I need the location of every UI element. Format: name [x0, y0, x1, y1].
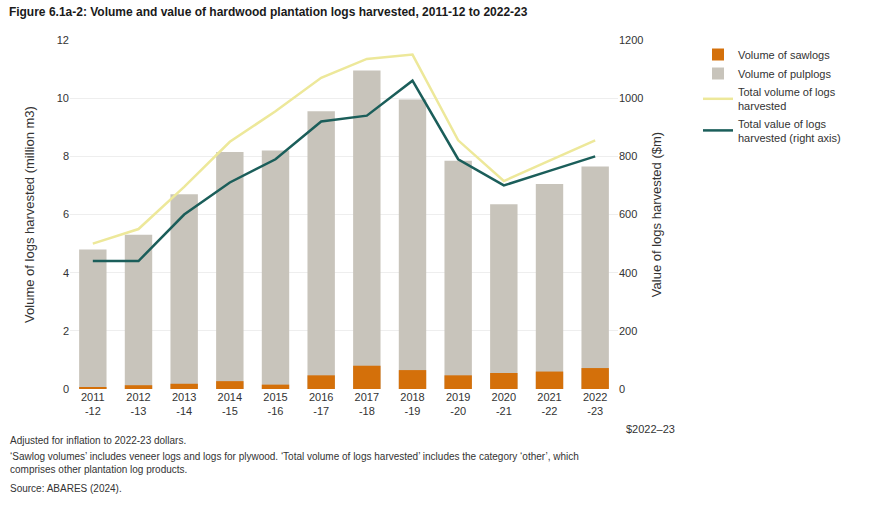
svg-text:Volume of pulplogs: Volume of pulplogs [738, 68, 831, 80]
svg-text:2020-21: 2020-21 [492, 391, 516, 417]
svg-text:Total volume of logsharvested: Total volume of logsharvested [738, 86, 836, 112]
svg-text:2014-15: 2014-15 [218, 391, 242, 417]
svg-text:10: 10 [57, 92, 69, 104]
svg-text:‘Sawlog volumes’ includes vene: ‘Sawlog volumes’ includes veneer logs an… [10, 451, 579, 475]
svg-text:2012-13: 2012-13 [126, 391, 150, 417]
svg-text:2016-17: 2016-17 [309, 391, 333, 417]
svg-text:0: 0 [619, 383, 625, 395]
svg-text:2017-18: 2017-18 [355, 391, 379, 417]
svg-text:600: 600 [619, 208, 637, 220]
svg-text:2021-22: 2021-22 [537, 391, 561, 417]
svg-text:Adjusted for inflation to 2022: Adjusted for inflation to 2022-23 dollar… [10, 435, 186, 446]
svg-text:2019-20: 2019-20 [446, 391, 470, 417]
svg-text:2018-19: 2018-19 [400, 391, 424, 417]
svg-text:2: 2 [63, 325, 69, 337]
svg-text:12: 12 [57, 34, 69, 46]
svg-text:0: 0 [63, 383, 69, 395]
svg-text:Volume of sawlogs: Volume of sawlogs [738, 49, 830, 61]
svg-text:Value of logs harvested ($m): Value of logs harvested ($m) [649, 132, 664, 297]
svg-text:Volume of logs harvested (mill: Volume of logs harvested (million m3) [22, 106, 37, 323]
svg-text:1000: 1000 [619, 92, 643, 104]
svg-text:Total value of logsharvested (: Total value of logsharvested (right axis… [738, 118, 841, 144]
svg-text:2011-12: 2011-12 [81, 391, 105, 417]
svg-text:400: 400 [619, 267, 637, 279]
svg-text:6: 6 [63, 208, 69, 220]
svg-text:$2022–23: $2022–23 [626, 423, 675, 435]
svg-text:200: 200 [619, 325, 637, 337]
svg-text:Figure 6.1a-2: Volume and valu: Figure 6.1a-2: Volume and value of hardw… [9, 5, 528, 19]
svg-text:2015-16: 2015-16 [263, 391, 287, 417]
svg-text:2022-23: 2022-23 [583, 391, 607, 417]
svg-text:1200: 1200 [619, 34, 643, 46]
svg-text:8: 8 [63, 150, 69, 162]
svg-text:Source: ABARES (2024).: Source: ABARES (2024). [10, 483, 122, 494]
svg-text:2013-14: 2013-14 [172, 391, 196, 417]
svg-text:800: 800 [619, 150, 637, 162]
svg-text:4: 4 [63, 267, 69, 279]
